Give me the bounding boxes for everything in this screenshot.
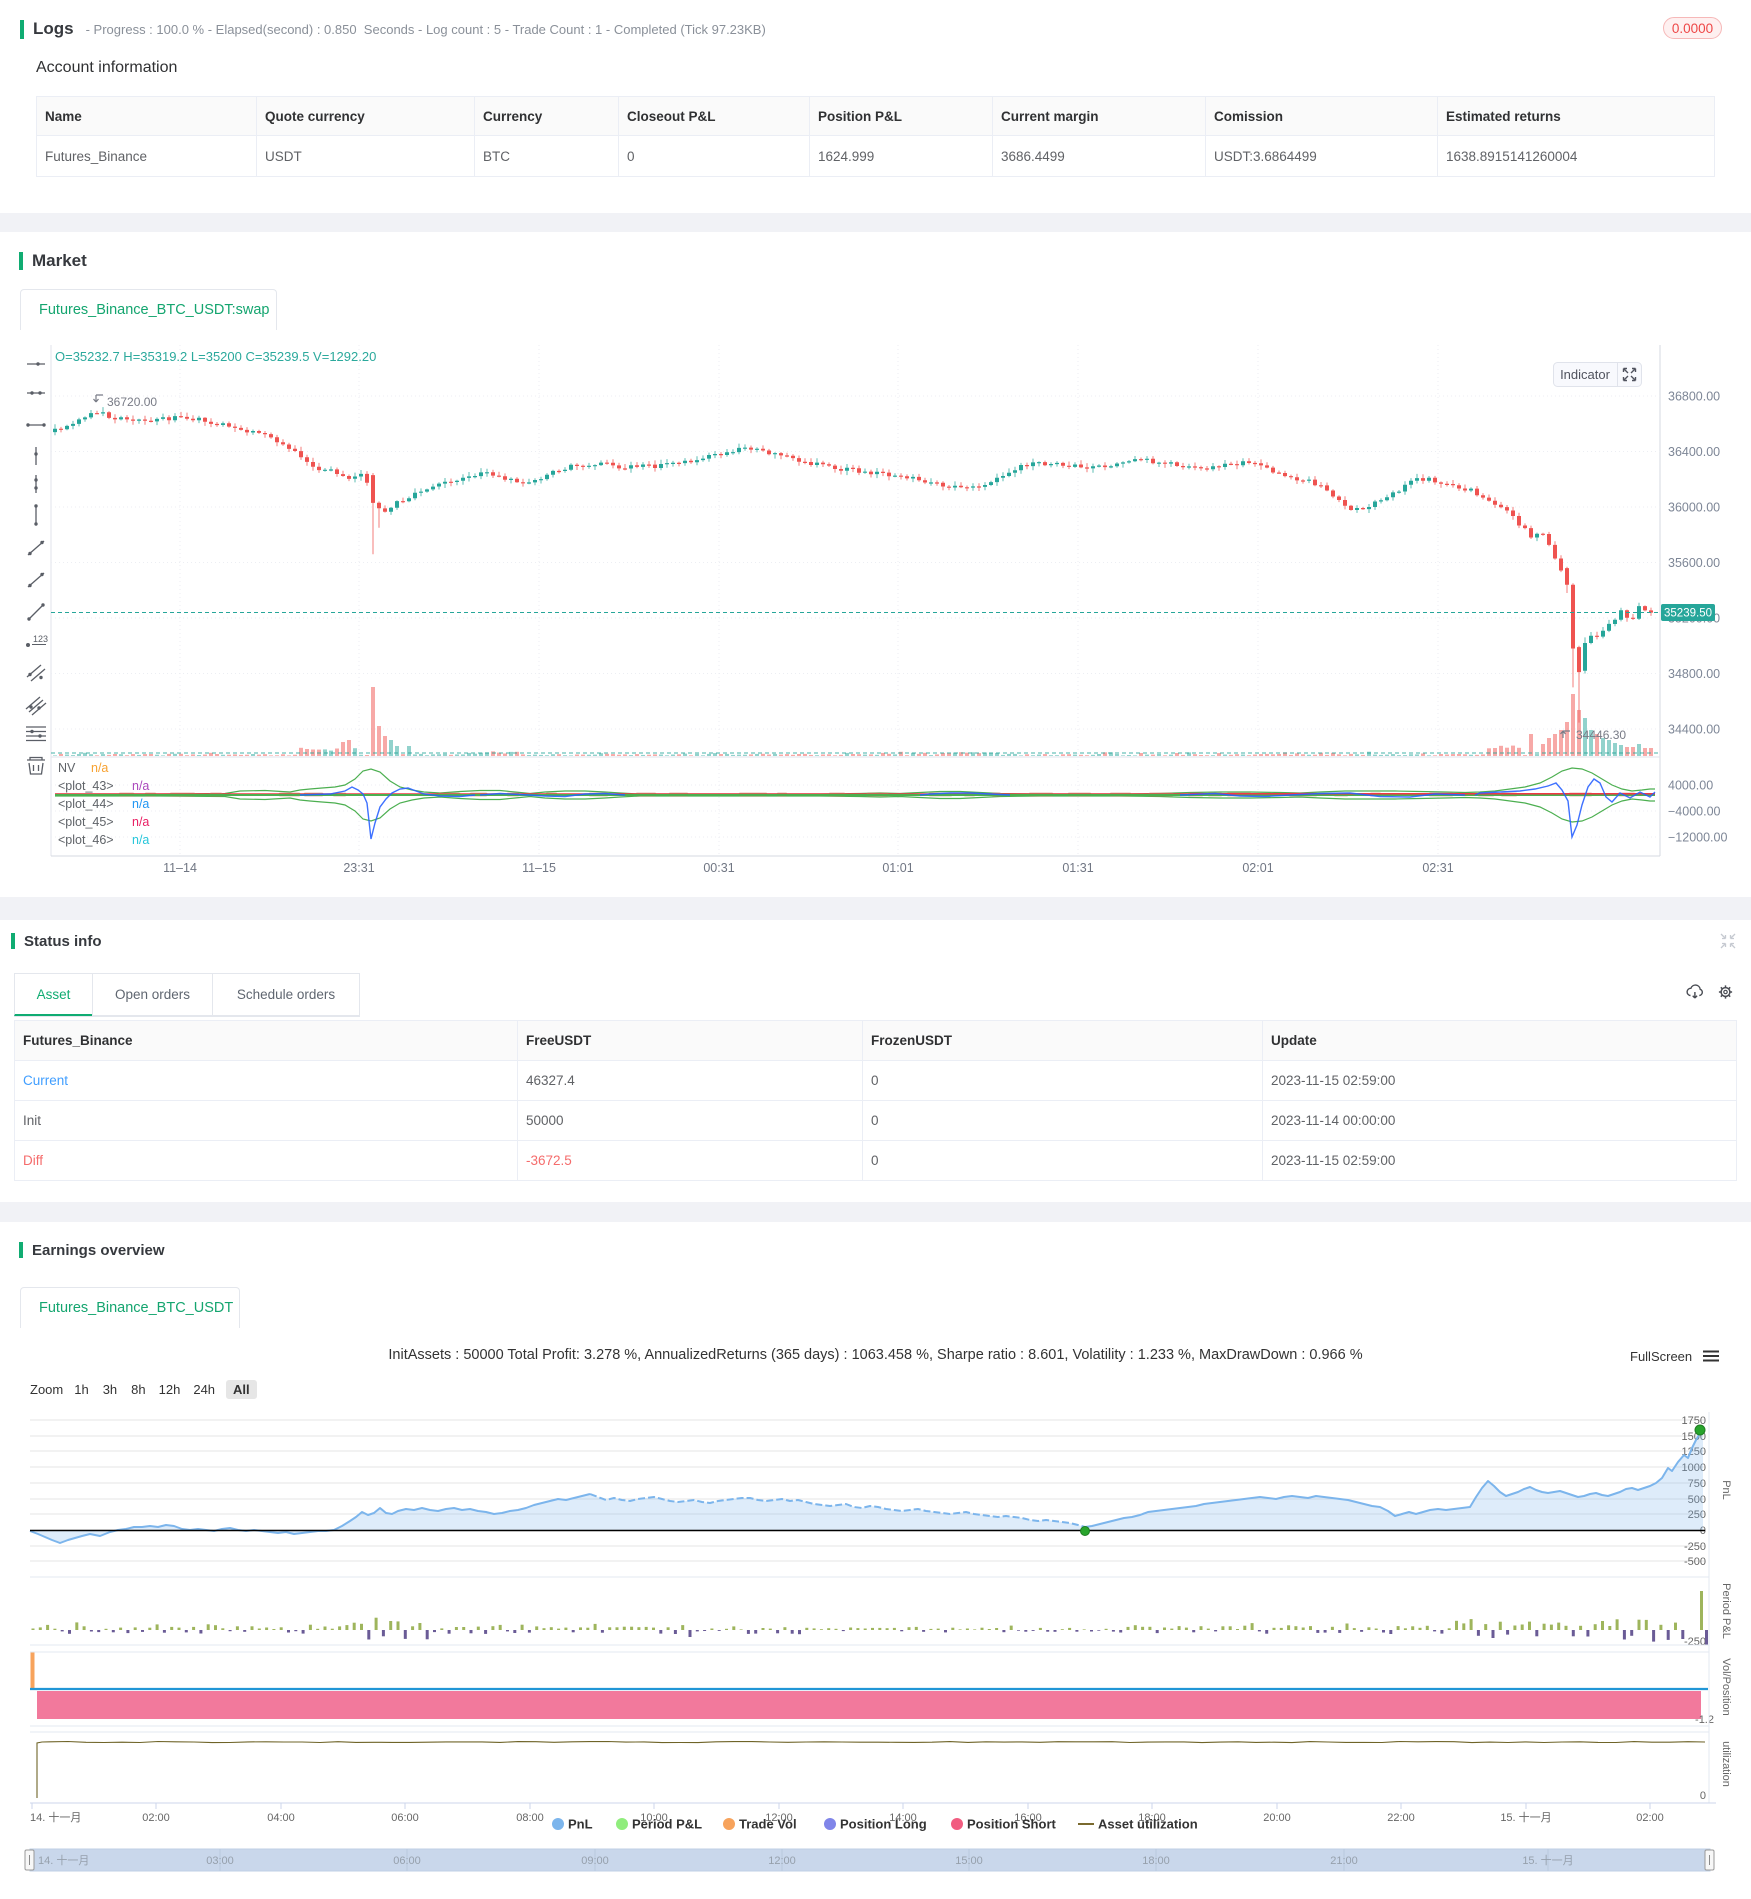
svg-text:−12000.00: −12000.00 <box>1668 831 1727 845</box>
svg-text:02:00: 02:00 <box>1636 1812 1664 1824</box>
svg-text:n/a: n/a <box>132 797 149 811</box>
svg-text:1250: 1250 <box>1682 1446 1706 1458</box>
svg-text:n/a: n/a <box>91 761 108 775</box>
svg-text:n/a: n/a <box>132 815 149 829</box>
svg-text:16:00: 16:00 <box>1014 1812 1042 1824</box>
svg-text:1750: 1750 <box>1682 1415 1706 1427</box>
svg-text:<plot_44>: <plot_44> <box>58 797 114 811</box>
svg-text:09:00: 09:00 <box>581 1855 609 1867</box>
svg-text:11–15: 11–15 <box>522 861 556 875</box>
svg-text:12:00: 12:00 <box>768 1855 796 1867</box>
svg-text:-500: -500 <box>1684 1556 1706 1568</box>
svg-text:-1.2: -1.2 <box>1695 1714 1714 1726</box>
svg-text:35600.00: 35600.00 <box>1668 556 1720 570</box>
svg-text:36800.00: 36800.00 <box>1668 390 1720 404</box>
svg-text:11–14: 11–14 <box>163 861 197 875</box>
svg-text:Trade Vol: Trade Vol <box>739 1817 797 1832</box>
svg-text:15. 十一月: 15. 十一月 <box>1522 1853 1573 1867</box>
svg-text:18:00: 18:00 <box>1142 1855 1170 1867</box>
svg-text:36720.00: 36720.00 <box>107 395 157 409</box>
svg-text:-250: -250 <box>1684 1636 1706 1648</box>
svg-text:22:00: 22:00 <box>1387 1812 1415 1824</box>
svg-text:02:00: 02:00 <box>142 1812 170 1824</box>
svg-text:−4000.00: −4000.00 <box>1668 805 1721 819</box>
svg-text:Period P&L: Period P&L <box>632 1817 702 1832</box>
svg-text:Asset utilization: Asset utilization <box>1098 1817 1198 1832</box>
svg-text:01:01: 01:01 <box>882 861 913 875</box>
svg-text:23:31: 23:31 <box>343 861 374 875</box>
svg-text:750: 750 <box>1688 1478 1706 1490</box>
svg-text:20:00: 20:00 <box>1263 1812 1291 1824</box>
svg-text:06:00: 06:00 <box>391 1812 419 1824</box>
svg-text:08:00: 08:00 <box>516 1812 544 1824</box>
svg-text:-250: -250 <box>1684 1541 1706 1553</box>
svg-text:n/a: n/a <box>132 779 149 793</box>
svg-text:<plot_46>: <plot_46> <box>58 833 114 847</box>
svg-text:15. 十一月: 15. 十一月 <box>1500 1810 1551 1824</box>
svg-text:<plot_45>: <plot_45> <box>58 815 114 829</box>
svg-text:34446.30: 34446.30 <box>1576 728 1626 742</box>
svg-text:10:00: 10:00 <box>640 1812 668 1824</box>
svg-text:PnL: PnL <box>568 1817 593 1832</box>
svg-text:02:01: 02:01 <box>1242 861 1273 875</box>
svg-text:Position Long: Position Long <box>840 1817 927 1832</box>
svg-text:utilization: utilization <box>1720 1741 1732 1787</box>
svg-text:250: 250 <box>1688 1509 1706 1521</box>
svg-text:PnL: PnL <box>1720 1480 1732 1500</box>
svg-text:01:31: 01:31 <box>1062 861 1093 875</box>
svg-text:15:00: 15:00 <box>955 1855 983 1867</box>
svg-text:NV: NV <box>58 761 76 775</box>
svg-text:35239.50: 35239.50 <box>1664 608 1712 620</box>
svg-text:34400.00: 34400.00 <box>1668 723 1720 737</box>
svg-text:14. 十一月: 14. 十一月 <box>38 1853 89 1867</box>
svg-text:36000.00: 36000.00 <box>1668 501 1720 515</box>
svg-text:<plot_43>: <plot_43> <box>58 779 114 793</box>
svg-text:03:00: 03:00 <box>206 1855 234 1867</box>
svg-text:14. 十一月: 14. 十一月 <box>30 1810 81 1824</box>
svg-text:00:31: 00:31 <box>703 861 734 875</box>
svg-text:21:00: 21:00 <box>1330 1855 1358 1867</box>
svg-text:02:31: 02:31 <box>1422 861 1453 875</box>
svg-text:Vol/Position: Vol/Position <box>1720 1658 1732 1715</box>
svg-text:0: 0 <box>1700 1790 1706 1802</box>
svg-text:1000: 1000 <box>1682 1462 1706 1474</box>
svg-text:18:00: 18:00 <box>1138 1812 1166 1824</box>
svg-text:04:00: 04:00 <box>267 1812 295 1824</box>
svg-text:4000.00: 4000.00 <box>1668 779 1713 793</box>
svg-text:06:00: 06:00 <box>393 1855 421 1867</box>
svg-text:500: 500 <box>1688 1494 1706 1506</box>
svg-text:14:00: 14:00 <box>889 1812 917 1824</box>
svg-text:123: 123 <box>33 634 48 644</box>
svg-text:34800.00: 34800.00 <box>1668 667 1720 681</box>
svg-text:n/a: n/a <box>132 833 149 847</box>
svg-text:12:00: 12:00 <box>765 1812 793 1824</box>
svg-text:O=35232.7 H=35319.2 L=35200 C=: O=35232.7 H=35319.2 L=35200 C=35239.5 V=… <box>55 349 376 364</box>
svg-text:Indicator: Indicator <box>1560 367 1611 382</box>
svg-text:Position Short: Position Short <box>967 1817 1057 1832</box>
svg-text:Period P&L: Period P&L <box>1720 1583 1732 1639</box>
svg-text:36400.00: 36400.00 <box>1668 445 1720 459</box>
